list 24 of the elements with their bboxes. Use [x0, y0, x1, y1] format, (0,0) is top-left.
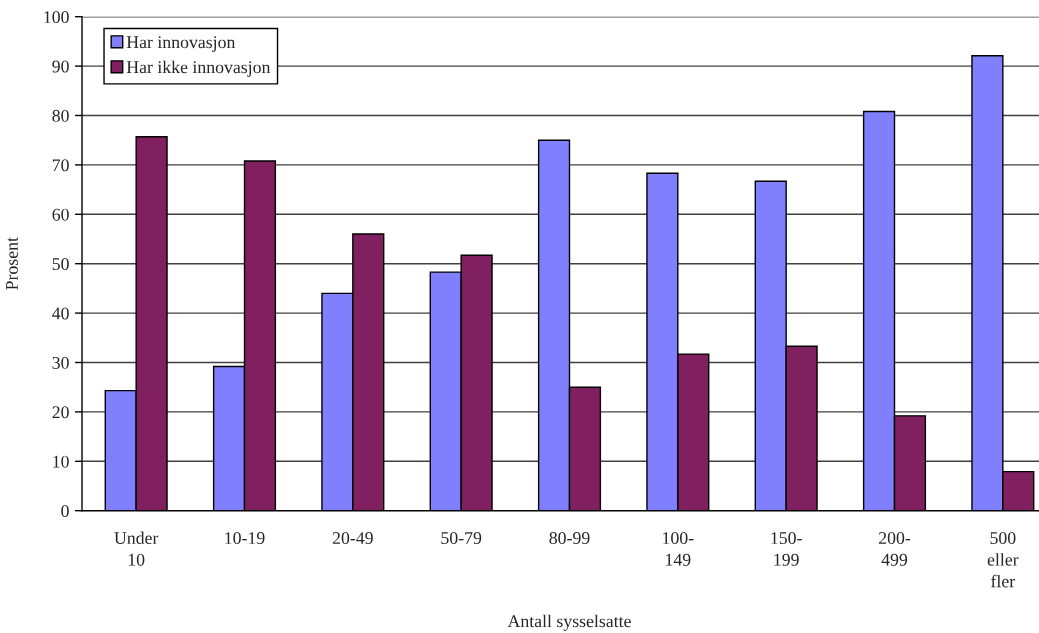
x-tick-label: 500 eller fler — [987, 532, 1019, 588]
y-tick-label: 100 — [44, 11, 69, 24]
y-tick-label: 80 — [52, 109, 69, 122]
x-tick-label: 10-19 — [225, 532, 265, 545]
x-axis-title: Antall sysselsatte — [507, 614, 631, 631]
x-tick-label: 20-49 — [332, 532, 373, 545]
y-tick-label: 40 — [52, 307, 69, 320]
x-tick-label: 100- 149 — [663, 532, 694, 566]
x-tick-label: 50-79 — [441, 532, 482, 545]
y-tick-label: 0 — [61, 505, 69, 518]
x-tick-label: Under 10 — [114, 531, 159, 566]
y-axis-title: Prosent — [6, 237, 18, 290]
x-tick-label: 80-99 — [549, 532, 590, 545]
y-tick-label: 30 — [52, 356, 69, 369]
y-tick-label: 10 — [53, 455, 69, 468]
legend-label: Har ikke innovasjon — [126, 60, 271, 77]
legend-label: Har innovasjon — [126, 36, 236, 52]
y-tick-label: 20 — [52, 406, 69, 419]
y-tick-label: 90 — [52, 60, 69, 73]
y-tick-label: 50 — [52, 258, 69, 271]
x-tick-label: 200- 499 — [878, 532, 911, 566]
x-tick-label: 150- 199 — [771, 532, 802, 566]
y-tick-label: 70 — [52, 159, 69, 172]
y-tick-label: 60 — [52, 208, 69, 221]
